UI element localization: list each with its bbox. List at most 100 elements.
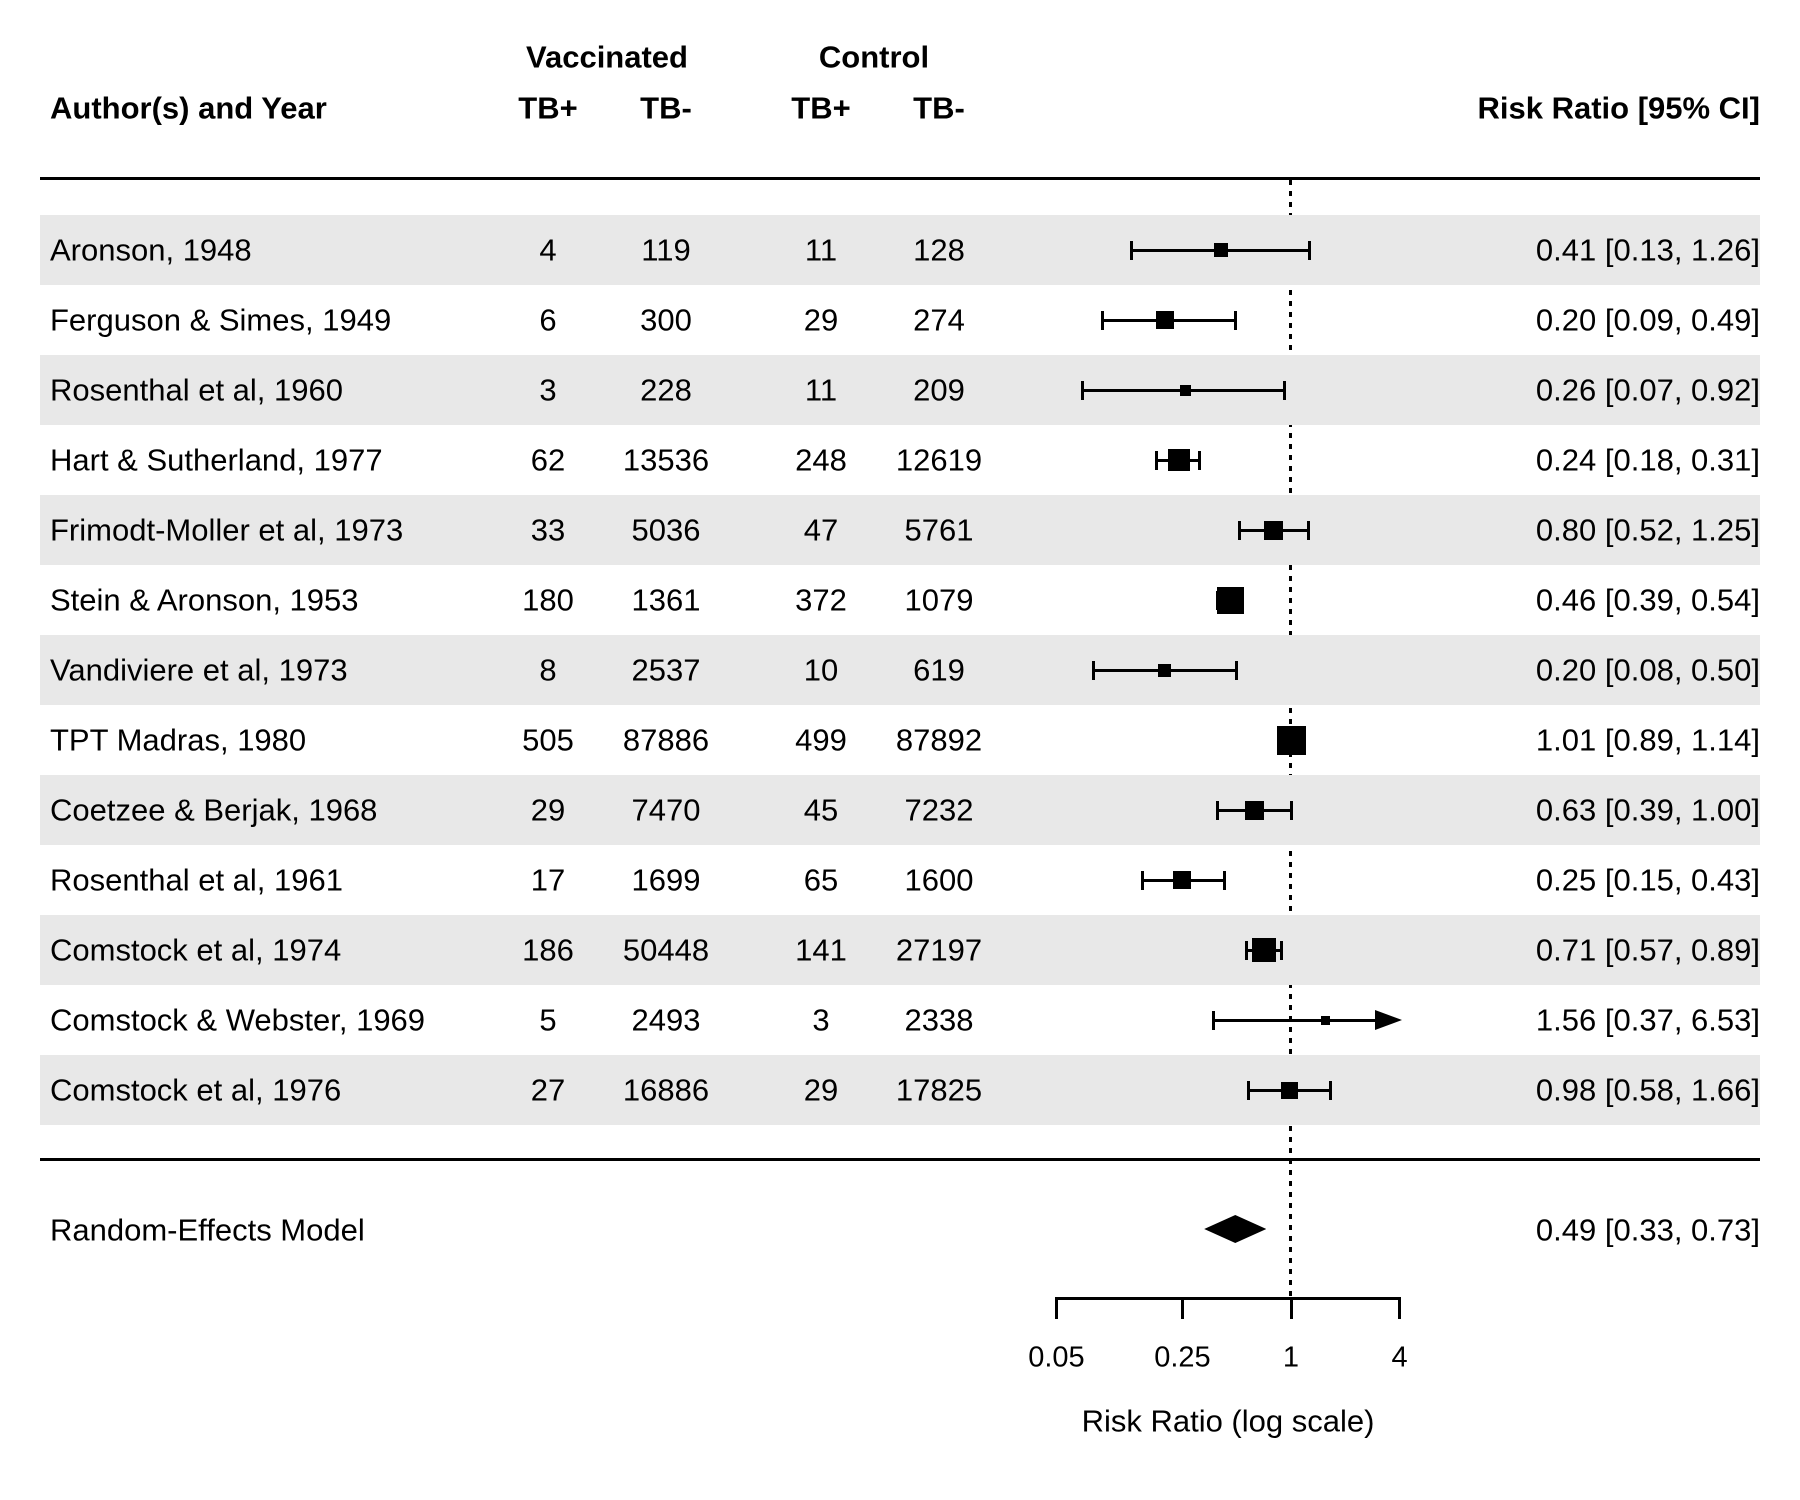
study-count: 274 xyxy=(913,302,965,338)
ci-cap-right xyxy=(1329,1080,1333,1100)
study-label: Frimodt-Moller et al, 1973 xyxy=(50,512,404,548)
effect-square xyxy=(1155,311,1174,329)
ci-cap-left xyxy=(1091,660,1095,680)
effect-square xyxy=(1245,800,1265,820)
study-count: 29 xyxy=(530,792,566,828)
header-rule xyxy=(40,177,1760,180)
study-ci-text: 1.56 [0.37, 6.53] xyxy=(1535,1002,1760,1038)
study-ci-text: 0.46 [0.39, 0.54] xyxy=(1535,582,1760,618)
study-label: Aronson, 1948 xyxy=(50,232,252,268)
study-label: Comstock et al, 1974 xyxy=(50,932,342,968)
ci-cap-left xyxy=(1211,1010,1215,1030)
row-stripe xyxy=(40,495,1760,565)
ci-cap-left xyxy=(1100,310,1104,330)
effect-square xyxy=(1252,938,1277,962)
summary-ci-text: 0.49 [0.33, 0.73] xyxy=(1535,1212,1760,1248)
group-header-vaccinated: Vaccinated xyxy=(526,39,688,75)
study-label: Stein & Aronson, 1953 xyxy=(50,582,359,618)
study-count: 4 xyxy=(539,232,557,268)
study-count: 300 xyxy=(640,302,692,338)
study-count: 27197 xyxy=(895,932,983,968)
study-count: 17 xyxy=(530,862,566,898)
study-count: 5036 xyxy=(631,512,701,548)
study-count: 1600 xyxy=(904,862,974,898)
study-count: 87892 xyxy=(895,722,983,758)
study-count: 2537 xyxy=(631,652,701,688)
study-label: Comstock et al, 1976 xyxy=(50,1072,342,1108)
study-label: TPT Madras, 1980 xyxy=(50,722,307,758)
x-axis-line xyxy=(1056,1297,1401,1300)
row-stripe xyxy=(40,355,1760,425)
effect-square xyxy=(1158,663,1172,677)
study-label: Rosenthal et al, 1961 xyxy=(50,862,343,898)
column-header-vacc-tbneg: TB- xyxy=(640,90,692,126)
study-count: 7232 xyxy=(904,792,974,828)
ci-cap-left xyxy=(1129,240,1133,260)
row-stripe xyxy=(40,215,1760,285)
study-ci-text: 0.26 [0.07, 0.92] xyxy=(1535,372,1760,408)
study-count: 228 xyxy=(640,372,692,408)
ci-cap-right xyxy=(1282,380,1286,400)
study-count: 505 xyxy=(522,722,574,758)
study-count: 372 xyxy=(795,582,847,618)
study-count: 141 xyxy=(795,932,847,968)
ci-cap-right xyxy=(1233,310,1237,330)
study-label: Hart & Sutherland, 1977 xyxy=(50,442,383,478)
ci-cap-left xyxy=(1245,940,1249,960)
study-count: 8 xyxy=(539,652,557,688)
study-count: 11 xyxy=(804,232,838,268)
x-axis-tick xyxy=(1180,1297,1184,1319)
study-ci-text: 0.71 [0.57, 0.89] xyxy=(1535,932,1760,968)
study-count: 16886 xyxy=(622,1072,710,1108)
study-count: 11 xyxy=(804,372,838,408)
study-label: Coetzee & Berjak, 1968 xyxy=(50,792,378,828)
study-ci-text: 0.25 [0.15, 0.43] xyxy=(1535,862,1760,898)
row-stripe xyxy=(40,915,1760,985)
ci-cap-left xyxy=(1081,380,1085,400)
study-count: 2493 xyxy=(631,1002,701,1038)
ci-cap-right xyxy=(1280,940,1284,960)
ci-cap-right xyxy=(1223,870,1227,890)
ci-arrow-right xyxy=(1375,1010,1402,1030)
effect-square xyxy=(1173,871,1192,889)
ci-whisker xyxy=(1213,1018,1377,1022)
study-count: 65 xyxy=(803,862,839,898)
study-count: 12619 xyxy=(895,442,983,478)
study-count: 62 xyxy=(530,442,566,478)
study-count: 5 xyxy=(539,1002,557,1038)
column-header-author: Author(s) and Year xyxy=(50,90,327,126)
x-axis-tick xyxy=(1054,1297,1058,1319)
study-ci-text: 0.80 [0.52, 1.25] xyxy=(1535,512,1760,548)
study-ci-text: 1.01 [0.89, 1.14] xyxy=(1535,722,1760,758)
study-count: 1699 xyxy=(631,862,701,898)
study-count: 45 xyxy=(803,792,839,828)
effect-square xyxy=(1280,1081,1298,1099)
study-count: 619 xyxy=(913,652,965,688)
study-count: 3 xyxy=(812,1002,830,1038)
ci-cap-right xyxy=(1289,800,1293,820)
study-count: 209 xyxy=(913,372,965,408)
study-ci-text: 0.20 [0.08, 0.50] xyxy=(1535,652,1760,688)
study-label: Vandiviere et al, 1973 xyxy=(50,652,348,688)
study-label: Rosenthal et al, 1960 xyxy=(50,372,343,408)
x-axis-tick-label: 4 xyxy=(1391,1341,1408,1374)
x-axis-tick-label: 1 xyxy=(1282,1341,1300,1374)
column-header-ctrl-tbpos: TB+ xyxy=(791,90,851,126)
study-label: Comstock & Webster, 1969 xyxy=(50,1002,426,1038)
ci-cap-right xyxy=(1197,450,1201,470)
study-count: 186 xyxy=(522,932,574,968)
summary-label: Random-Effects Model xyxy=(50,1212,365,1248)
effect-square xyxy=(1216,586,1244,614)
group-header-control: Control xyxy=(818,39,930,75)
study-count: 180 xyxy=(522,582,574,618)
study-count: 5761 xyxy=(904,512,974,548)
x-axis-tick xyxy=(1398,1297,1402,1319)
study-count: 1079 xyxy=(904,582,974,618)
effect-square xyxy=(1214,243,1229,257)
ci-cap-left xyxy=(1140,870,1144,890)
study-ci-text: 0.98 [0.58, 1.66] xyxy=(1535,1072,1760,1108)
study-count: 6 xyxy=(539,302,557,338)
study-count: 128 xyxy=(913,232,965,268)
